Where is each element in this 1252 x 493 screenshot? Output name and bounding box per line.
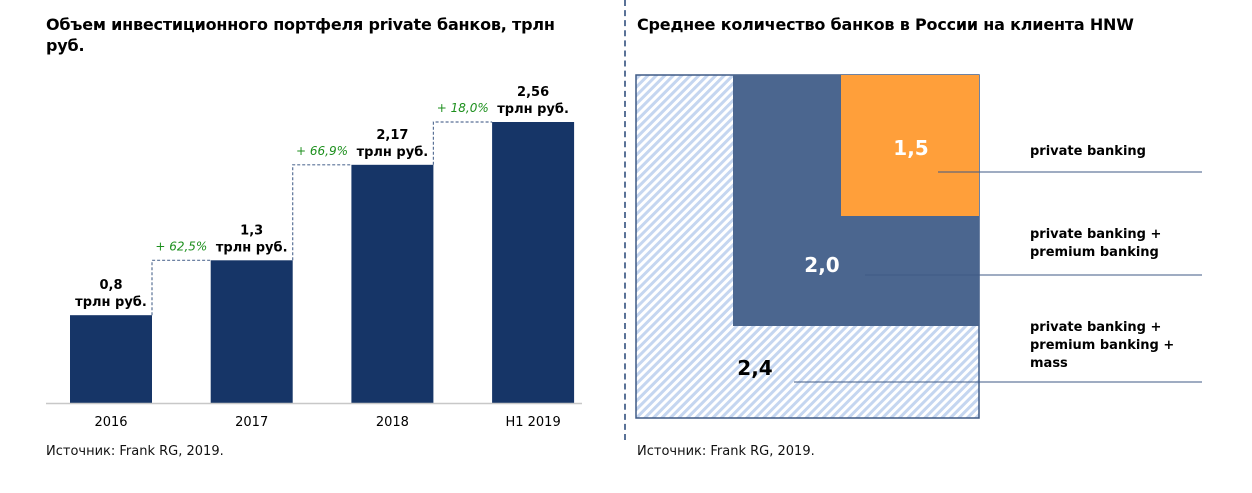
bar-2017: [210, 260, 293, 403]
legend-label: premium banking +: [1030, 338, 1174, 353]
growth-connector: [292, 164, 352, 261]
right-source-note: Источник: Frank RG, 2019.: [637, 444, 815, 459]
growth-label: + 62,5%: [155, 239, 207, 253]
banks-per-client-nested-chart: 1,5 2,0 2,4 private banking private banking …: [635, 74, 1202, 419]
x-tick-label: 2016: [94, 415, 127, 430]
bar-value-label: 0,8: [99, 278, 122, 293]
value-label-private: 1,5: [893, 136, 928, 160]
bar-unit-label: трлн руб.: [497, 102, 569, 117]
bar-unit-label: трлн руб.: [357, 145, 429, 160]
left-chart-title: Объем инвестиционного портфеля private б…: [46, 15, 555, 55]
right-chart-title: Среднее количество банков в России на кл…: [637, 15, 1134, 34]
x-tick-label: 2018: [376, 415, 409, 430]
legend-label: mass: [1030, 356, 1068, 371]
investment-portfolio-bar-chart: 0,8 трлн руб. 2016 1,3 трлн руб. 2017 2,17 трлн…: [46, 85, 582, 430]
legend-label: private banking: [1030, 144, 1146, 159]
x-tick-label: 2017: [235, 415, 268, 430]
growth-label: + 66,9%: [296, 144, 348, 158]
bar-2016: [70, 315, 152, 403]
value-label-premium: 2,0: [804, 253, 839, 277]
panel-divider: [624, 0, 626, 440]
bar-value-label: 2,56: [517, 85, 549, 100]
bar-h1-2019: [492, 122, 575, 403]
growth-label: + 18,0%: [437, 101, 489, 115]
x-tick-label: H1 2019: [505, 415, 560, 430]
bar-2018: [351, 164, 434, 403]
bar-value-label: 1,3: [240, 223, 263, 238]
growth-connector: [432, 121, 493, 165]
legend-label: premium banking: [1030, 245, 1159, 260]
bar-unit-label: трлн руб.: [216, 240, 288, 255]
left-source-note: Источник: Frank RG, 2019.: [46, 444, 224, 459]
square-private: [841, 75, 979, 216]
bar-value-label: 2,17: [376, 128, 408, 143]
legend-label: private banking +: [1030, 320, 1161, 335]
bar-unit-label: трлн руб.: [75, 295, 147, 310]
legend-label: private banking +: [1030, 227, 1161, 242]
value-label-mass: 2,4: [737, 356, 772, 380]
